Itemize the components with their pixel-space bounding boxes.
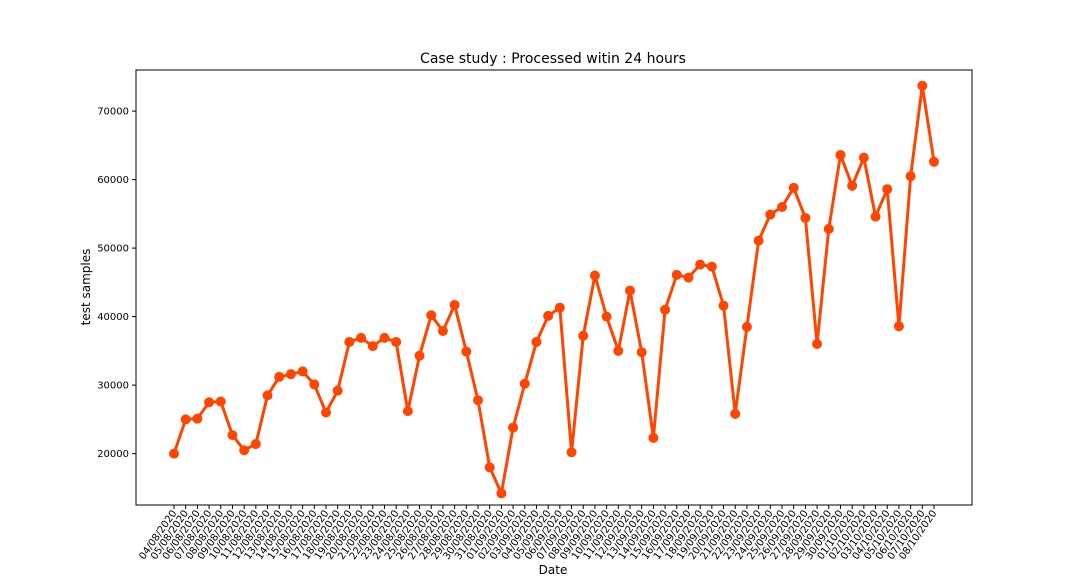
chart-title: Case study : Processed witin 24 hours — [420, 51, 686, 67]
data-point — [250, 439, 261, 450]
y-axis-label: test samples — [79, 249, 93, 326]
data-point — [882, 184, 893, 195]
data-point — [870, 211, 881, 222]
y-tick-label: 60000 — [97, 175, 129, 186]
data-point — [765, 209, 776, 220]
data-point — [648, 432, 659, 443]
data-point — [788, 182, 799, 193]
data-point — [344, 336, 355, 347]
data-point — [227, 430, 238, 441]
data-point — [437, 326, 448, 336]
data-point — [905, 171, 916, 182]
data-point — [636, 347, 647, 358]
data-point — [683, 272, 694, 283]
data-point — [484, 462, 495, 473]
data-point — [215, 396, 226, 407]
data-point — [508, 422, 519, 433]
data-point — [835, 149, 846, 160]
data-point — [180, 414, 191, 425]
data-point — [309, 379, 320, 390]
data-point — [578, 330, 589, 341]
y-tick-label: 20000 — [97, 449, 129, 460]
data-point — [461, 346, 472, 357]
data-point — [543, 310, 554, 321]
data-point — [660, 304, 671, 315]
data-point — [379, 332, 390, 343]
data-point — [625, 285, 635, 296]
data-point — [812, 339, 823, 350]
data-point — [741, 321, 752, 332]
series-path — [172, 84, 936, 495]
data-point — [893, 321, 904, 332]
data-point — [695, 259, 706, 270]
data-point — [554, 302, 565, 313]
data-point — [356, 332, 367, 343]
y-tick-label: 50000 — [97, 244, 129, 255]
data-point — [239, 445, 250, 456]
data-point — [426, 310, 437, 321]
data-point — [858, 152, 869, 163]
data-point — [777, 202, 787, 213]
data-point — [204, 397, 215, 408]
data-point — [566, 447, 577, 458]
data-point — [519, 378, 530, 389]
data-point — [847, 180, 858, 191]
data-point — [192, 413, 203, 424]
data-point — [449, 299, 460, 310]
data-point — [332, 385, 343, 396]
data-point — [929, 156, 939, 167]
data-point — [589, 270, 600, 281]
x-axis: 04/08/202005/08/202006/08/202007/08/2020… — [137, 505, 939, 562]
data-point — [718, 300, 729, 311]
data-point — [414, 350, 425, 361]
y-tick-label: 40000 — [97, 312, 129, 323]
data-point — [169, 448, 179, 459]
data-point — [917, 80, 928, 91]
data-point — [297, 366, 308, 377]
data-point — [285, 369, 296, 380]
data-point — [800, 212, 811, 223]
plot-area-frame — [135, 69, 973, 506]
data-point — [730, 408, 741, 419]
data-point — [473, 395, 483, 406]
data-point — [367, 341, 378, 352]
data-point — [706, 261, 717, 272]
data-point — [671, 269, 682, 280]
data-point — [274, 371, 285, 382]
data-point — [262, 390, 273, 401]
data-point — [402, 406, 413, 417]
data-point — [496, 488, 507, 499]
y-tick-label: 70000 — [97, 107, 129, 118]
data-point — [601, 311, 612, 322]
x-axis-label: Date — [539, 563, 568, 576]
y-tick-label: 30000 — [97, 381, 129, 392]
data-point — [613, 345, 624, 356]
y-axis: 20000 30000 40000 50000 60000 70000 — [97, 107, 136, 460]
data-point — [823, 223, 834, 234]
data-point — [391, 336, 402, 347]
data-point — [753, 235, 764, 246]
data-point — [531, 336, 542, 347]
series-line — [169, 80, 939, 499]
data-point — [321, 407, 331, 418]
